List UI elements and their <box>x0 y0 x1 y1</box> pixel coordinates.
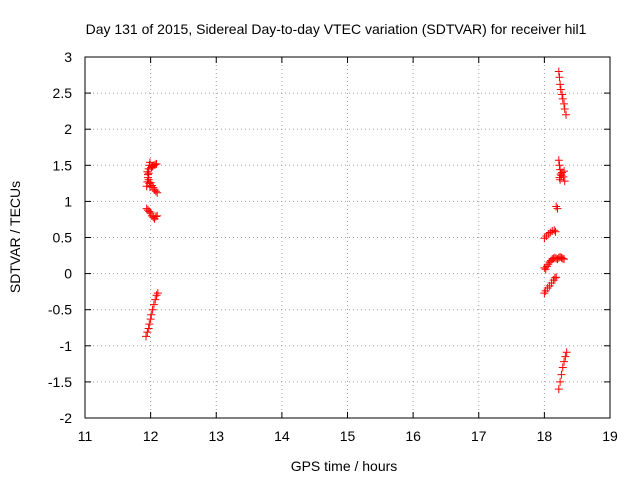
data-point <box>145 182 154 191</box>
x-tick-label: 16 <box>405 428 421 444</box>
x-tick-label: 15 <box>340 428 356 444</box>
data-point <box>560 167 569 176</box>
data-point <box>556 377 565 386</box>
y-tick-label: -2 <box>60 410 73 426</box>
data-point <box>542 232 551 241</box>
y-tick-label: -1 <box>60 338 73 354</box>
data-point <box>560 177 569 186</box>
grid-lines <box>85 57 610 418</box>
data-point <box>151 295 160 304</box>
y-tick-label: 2 <box>64 121 72 137</box>
data-point <box>149 300 158 309</box>
data-point <box>153 188 162 197</box>
data-point <box>151 160 160 169</box>
data-point <box>554 385 563 394</box>
data-point <box>552 273 561 282</box>
data-point <box>558 363 567 372</box>
x-tick-labels: 11 12 13 14 15 16 17 18 19 <box>78 428 618 444</box>
data-point <box>554 156 563 165</box>
chart-title: Day 131 of 2015, Sidereal Day-to-day VTE… <box>86 21 587 37</box>
x-tick-label: 11 <box>78 428 93 444</box>
data-point <box>555 73 564 82</box>
data-point <box>143 328 152 337</box>
data-point <box>557 370 566 379</box>
y-tick-label: 0 <box>64 266 72 282</box>
data-point <box>143 177 152 186</box>
x-tick-label: 13 <box>208 428 224 444</box>
data-point <box>540 289 549 298</box>
data-points <box>142 67 571 394</box>
data-point <box>562 110 571 119</box>
data-point <box>558 90 567 99</box>
data-point <box>153 289 162 298</box>
data-point <box>147 310 156 319</box>
y-tick-label: 2.5 <box>53 85 73 101</box>
data-point <box>552 202 561 211</box>
x-tick-label: 14 <box>274 428 290 444</box>
data-point <box>540 234 549 243</box>
data-point <box>151 212 160 221</box>
x-tick-label: 17 <box>471 428 487 444</box>
data-point <box>560 255 569 264</box>
data-point <box>152 291 161 300</box>
data-point <box>148 305 157 314</box>
data-point <box>147 181 156 190</box>
data-point <box>555 173 564 182</box>
data-point <box>562 348 571 357</box>
data-point <box>553 204 562 213</box>
data-point <box>146 315 155 324</box>
axis-ticks <box>84 56 611 419</box>
data-point <box>554 67 563 76</box>
y-tick-label: -1.5 <box>48 374 72 390</box>
data-point <box>153 211 162 220</box>
data-point <box>145 320 154 329</box>
data-point <box>142 332 151 341</box>
x-axis-label: GPS time / hours <box>291 458 398 474</box>
x-tick-label: 18 <box>537 428 553 444</box>
data-point <box>152 159 161 168</box>
y-tick-label: -0.5 <box>48 302 72 318</box>
data-point <box>551 227 560 236</box>
data-point <box>556 85 565 94</box>
data-point <box>548 227 557 236</box>
data-point <box>147 162 156 171</box>
y-tick-label: 0.5 <box>53 230 73 246</box>
data-point <box>556 80 565 89</box>
y-tick-labels: -2 -1.5 -1 -0.5 0 0.5 1 1.5 2 2.5 3 <box>48 49 72 426</box>
data-point <box>558 168 567 177</box>
data-point <box>546 228 555 237</box>
data-point <box>151 187 160 196</box>
data-point <box>555 161 564 170</box>
data-point <box>560 104 569 113</box>
data-point <box>550 226 559 235</box>
data-point <box>145 207 154 216</box>
data-point <box>144 324 153 333</box>
data-point <box>560 99 569 108</box>
data-point <box>543 284 552 293</box>
y-tick-label: 1.5 <box>53 157 73 173</box>
data-point <box>144 170 152 179</box>
x-tick-label: 12 <box>143 428 159 444</box>
data-point <box>556 175 565 184</box>
data-point <box>543 262 551 271</box>
data-point <box>550 273 559 282</box>
data-point <box>560 357 569 366</box>
y-tick-label: 1 <box>64 193 72 209</box>
y-axis-label: SDTVAR / TECUs <box>7 181 23 293</box>
y-tick-label: 3 <box>64 49 72 65</box>
data-point <box>558 254 567 263</box>
data-point <box>561 352 570 361</box>
x-tick-label: 19 <box>602 428 618 444</box>
data-point <box>558 94 567 103</box>
